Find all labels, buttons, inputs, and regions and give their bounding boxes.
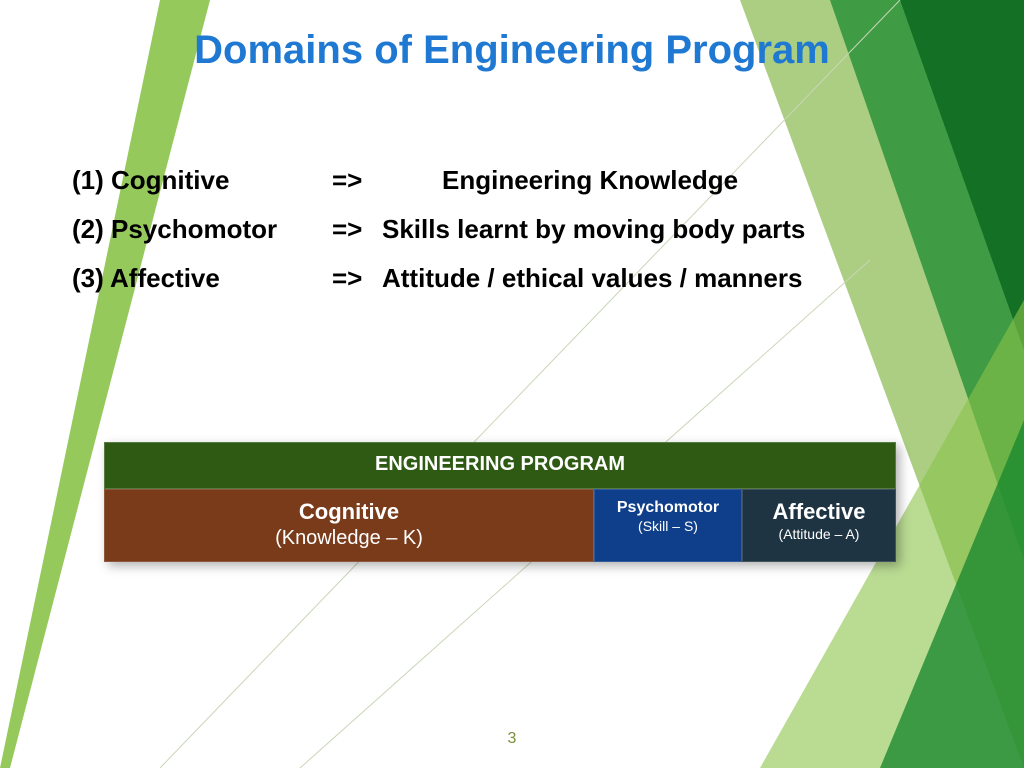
list-desc: Attitude / ethical values / manners xyxy=(382,263,802,294)
page-number: 3 xyxy=(0,730,1024,748)
slide-title: Domains of Engineering Program xyxy=(0,28,1024,73)
list-item: (3) Affective => Attitude / ethical valu… xyxy=(72,263,805,294)
table-row: Cognitive (Knowledge – K) Psychomotor (S… xyxy=(104,489,896,562)
table-cell-cognitive: Cognitive (Knowledge – K) xyxy=(104,489,594,562)
list-desc: Engineering Knowledge xyxy=(442,165,738,196)
table-header: ENGINEERING PROGRAM xyxy=(104,442,896,489)
table-cell-affective: Affective (Attitude – A) xyxy=(742,489,896,562)
list-desc: Skills learnt by moving body parts xyxy=(382,214,805,245)
cell-title: Cognitive xyxy=(111,498,587,526)
cell-title: Affective xyxy=(749,498,889,526)
list-arrow: => xyxy=(332,214,382,245)
cell-title: Psychomotor xyxy=(601,498,735,518)
cell-sub: (Knowledge – K) xyxy=(111,526,587,551)
list-arrow: => xyxy=(332,165,442,196)
background-decor xyxy=(0,0,1024,768)
domain-list: (1) Cognitive => Engineering Knowledge (… xyxy=(72,165,805,312)
table-cell-psychomotor: Psychomotor (Skill – S) xyxy=(594,489,742,562)
list-label: (3) Affective xyxy=(72,263,332,294)
list-label: (1) Cognitive xyxy=(72,165,332,196)
program-table: ENGINEERING PROGRAM Cognitive (Knowledge… xyxy=(104,442,896,562)
list-item: (2) Psychomotor => Skills learnt by movi… xyxy=(72,214,805,245)
list-label: (2) Psychomotor xyxy=(72,214,332,245)
list-arrow: => xyxy=(332,263,382,294)
cell-sub: (Skill – S) xyxy=(601,518,735,536)
cell-sub: (Attitude – A) xyxy=(749,526,889,544)
list-item: (1) Cognitive => Engineering Knowledge xyxy=(72,165,805,196)
